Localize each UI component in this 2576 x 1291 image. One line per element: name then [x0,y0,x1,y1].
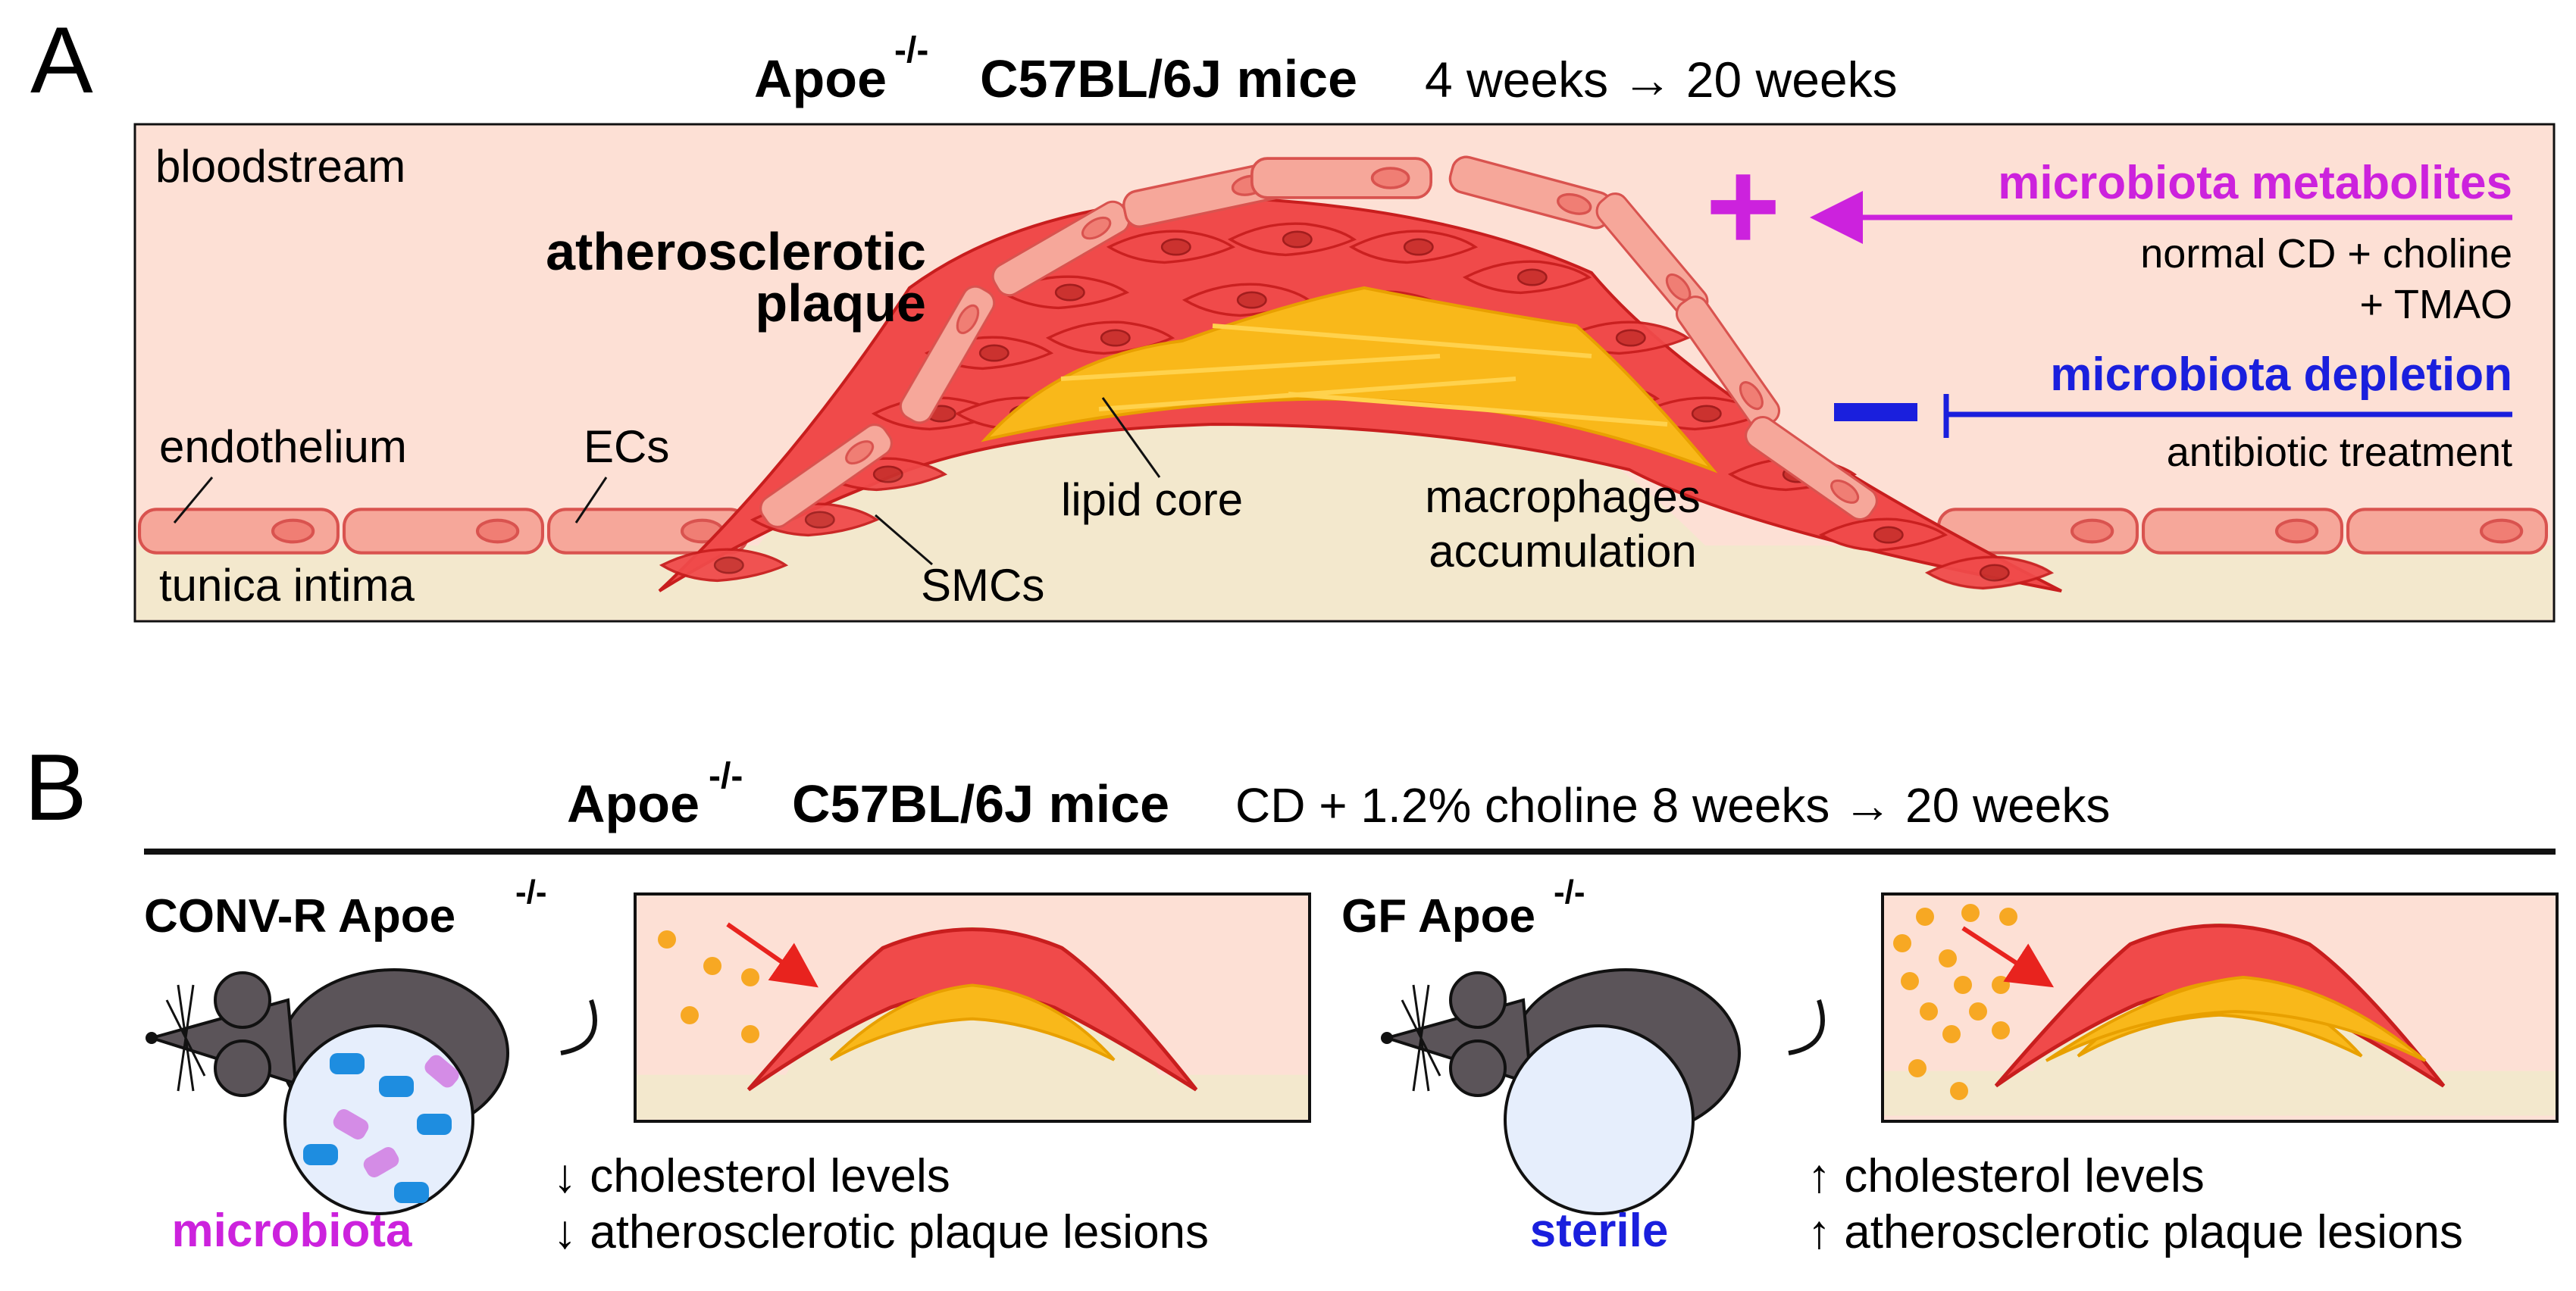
label-sterile: sterile [1530,1205,1669,1257]
conv-r-label: CONV-R Apoe [144,890,455,942]
plus-sign: + [1705,134,1780,278]
endothelial-cells-left [139,509,747,552]
gf-mouse-tail [1788,999,1825,1055]
lipid-core [981,286,1718,474]
conv-r-mouse [146,968,597,1215]
label-plaque-line2: plaque [755,274,926,333]
gf-effect-lesions: ↑ atherosclerotic plaque lesions [1808,1206,2463,1258]
gf-mouse-nose [1381,1032,1393,1044]
label-tunica-intima: tunica intima [159,560,415,611]
label-microbiota: microbiota [172,1205,412,1257]
conv-r-effect-cholesterol: ↓ cholesterol levels [553,1150,950,1202]
minus-sign [1834,403,1917,421]
conv-r-sup: -/- [515,874,547,911]
macrophage-foam-strands [1060,324,1668,427]
conv-mouse-ear-bottom [214,1039,271,1097]
bacteria-icon [303,1053,459,1203]
panel-a-title-gene: Apoe [754,49,887,108]
gf-enlarged-lipid-core [2045,975,2427,1062]
conv-r-influx-arrow [726,922,818,988]
panel-a: A Apoe -/- C57BL/6J mice 4 weeks → 20 we… [0,0,2556,623]
leader-endothelium [173,477,214,524]
label-metabolites-sub1: normal CD + choline [2140,231,2512,277]
panel-b-rule [144,849,2556,855]
endothelial-cells-right [1939,509,2546,552]
panel-a-letter: A [30,8,93,113]
gf-mouse [1381,968,1825,1215]
label-smcs: SMCs [921,560,1044,611]
conv-r-effect-lesions: ↓ atherosclerotic plaque lesions [553,1206,1209,1258]
label-macrophages-line2: accumulation [1429,526,1697,577]
gut-microbiota-circle [283,1024,474,1215]
panel-b-title: Apoe -/- C57BL/6J mice CD + 1.2% choline… [567,756,2110,833]
gf-label: GF Apoe [1341,890,1535,942]
panel-b-letter: B [24,736,87,840]
conv-mouse-whiskers [165,984,206,1092]
conv-mouse-ear-top [214,971,271,1029]
leader-ecs [574,477,608,524]
panel-a-title-sup: -/- [894,30,928,70]
leader-lipid-core [1101,397,1161,478]
panel-b-title-sup: -/- [709,756,743,796]
gf-influx-arrow [1961,926,2055,988]
panel-a-title: Apoe -/- C57BL/6J mice 4 weeks → 20 week… [754,30,1898,108]
conv-r-plaque-inset [634,892,1311,1123]
gf-mouse-ear-top [1449,971,1507,1029]
label-microbiota-depletion: microbiota depletion [2050,349,2512,401]
panel-b-title-strain: C57BL/6J mice [792,774,1169,833]
panel-a-title-strain: C57BL/6J mice [980,49,1357,108]
tunica-intima-region [136,318,2553,620]
label-microbiota-metabolites: microbiota metabolites [1998,157,2512,209]
label-metabolites-sub2: + TMAO [2359,282,2512,327]
gf-mouse-whiskers [1401,984,1441,1092]
panel-b-title-time: CD + 1.2% choline 8 weeks → 20 weeks [1235,778,2110,833]
panel-b: B Apoe -/- C57BL/6J mice CD + 1.2% choli… [24,736,2559,1258]
label-ecs: ECs [584,421,669,472]
conv-mouse-nose [146,1032,158,1044]
gf-sup: -/- [1554,874,1585,911]
label-lipid-core: lipid core [1061,474,1243,525]
label-bloodstream: bloodstream [155,141,405,192]
label-endothelium: endothelium [159,421,407,472]
minus-sign-text: − [0,0,1,1]
label-macrophages-line1: macrophages [1425,471,1701,522]
conv-r-group: CONV-R Apoe -/- [144,874,1311,1258]
label-plaque-line1: atherosclerotic [546,222,926,281]
conv-mouse-tail [560,999,597,1055]
label-antibiotic-treatment: antibiotic treatment [2167,430,2512,475]
gf-effect-cholesterol: ↑ cholesterol levels [1808,1150,2205,1202]
gf-mouse-ear-bottom [1449,1039,1507,1097]
gf-plaque-inset [1881,892,2559,1123]
sterile-gut-circle [1504,1024,1695,1215]
panel-b-title-gene: Apoe [567,774,700,833]
gf-group: GF Apoe -/- sterile [1341,874,2559,1258]
panel-a-title-time: 4 weeks → 20 weeks [1425,52,1898,108]
leader-smcs [875,514,933,566]
